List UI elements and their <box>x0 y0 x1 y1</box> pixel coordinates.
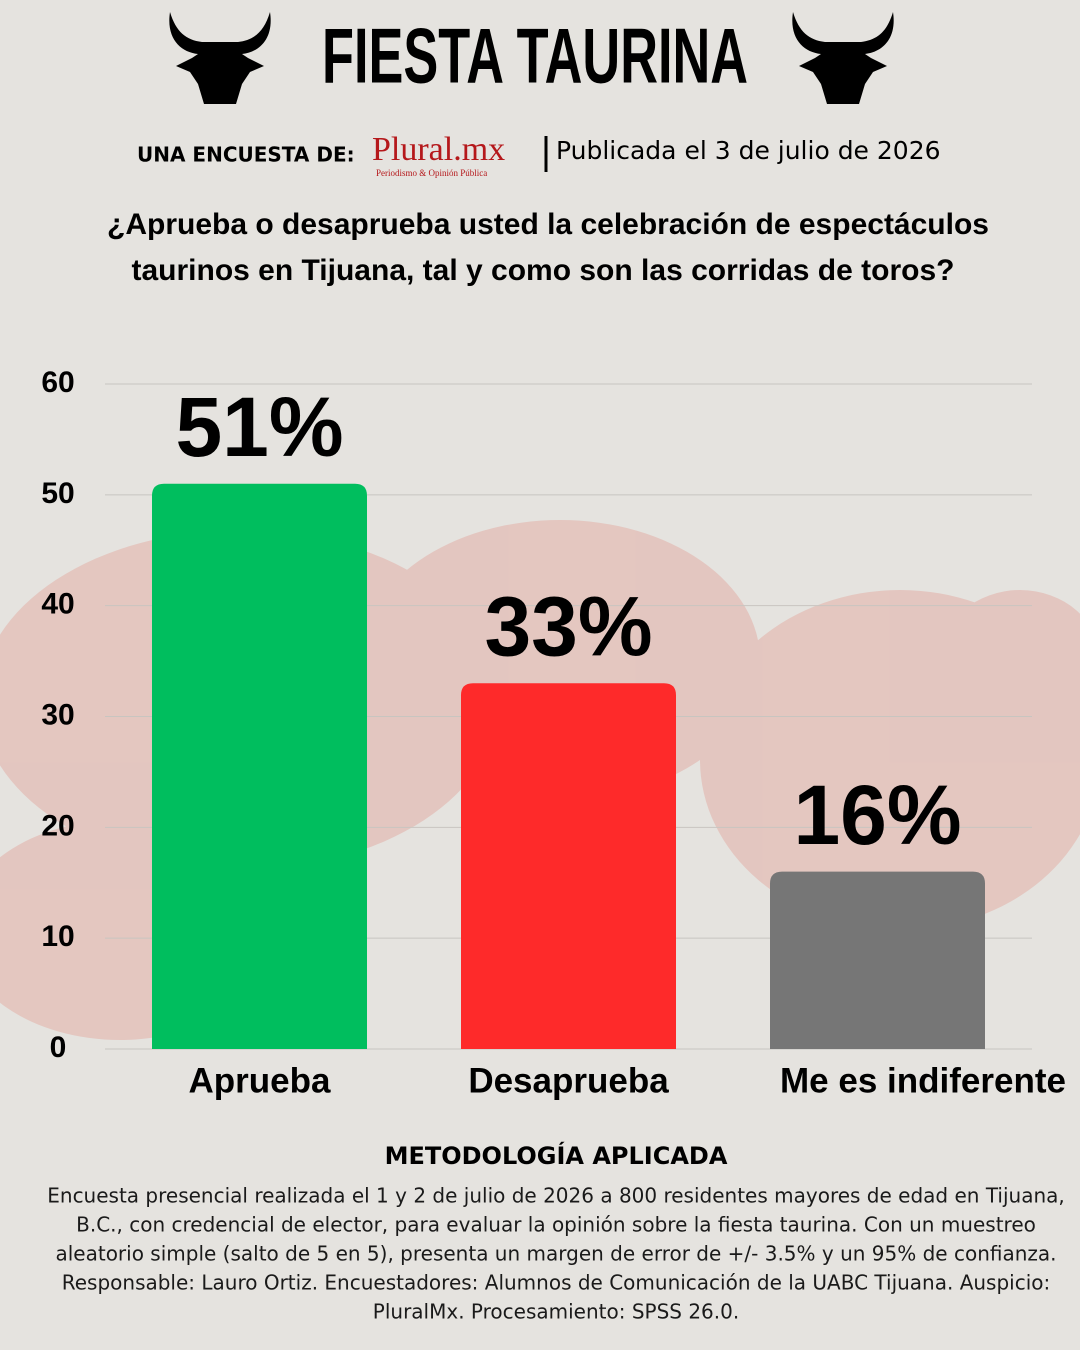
y-tick-label: 60 <box>41 366 74 399</box>
methodology-title: METODOLOGÍA APLICADA <box>385 1141 728 1170</box>
published: Publicada el 3 de julio de 2026 <box>556 136 941 165</box>
y-tick-label: 50 <box>41 477 74 510</box>
survey-by: UNA ENCUESTA DE: <box>137 143 355 167</box>
y-tick-label: 40 <box>41 588 74 621</box>
value-label: 33% <box>484 579 652 673</box>
y-tick-label: 0 <box>50 1031 67 1064</box>
question-line: ¿Aprueba o desaprueba usted la celebraci… <box>107 208 989 241</box>
y-tick-label: 20 <box>41 809 74 842</box>
methodology-line: Responsable: Lauro Ortiz. Encuestadores:… <box>62 1271 1051 1295</box>
x-tick-label: Desaprueba <box>468 1061 669 1100</box>
question-line: taurinos en Tijuana, tal y como son las … <box>132 254 955 287</box>
value-label: 51% <box>175 380 343 474</box>
value-label: 16% <box>793 768 961 862</box>
methodology-text: Encuesta presencial realizada el 1 y 2 d… <box>47 1184 1065 1324</box>
title: FIESTA TAURINA <box>322 12 748 100</box>
bull-icon <box>169 12 271 104</box>
methodology-line: Encuesta presencial realizada el 1 y 2 d… <box>47 1184 1065 1208</box>
bull-icon <box>792 12 894 104</box>
y-tick-label: 30 <box>41 698 74 731</box>
bar <box>461 683 676 1049</box>
methodology-line: B.C., con credencial de elector, para ev… <box>76 1213 1036 1237</box>
methodology-line: aleatorio simple (salto de 5 en 5), pres… <box>55 1242 1056 1266</box>
x-tick-label: Aprueba <box>189 1061 332 1100</box>
methodology-line: PluralMx. Procesamiento: SPSS 26.0. <box>373 1300 739 1324</box>
y-tick-label: 10 <box>41 920 74 953</box>
bar <box>152 483 367 1049</box>
bar <box>770 871 985 1049</box>
brand: Plural.mx <box>372 131 505 168</box>
brand-tagline: Periodismo & Opinión Pública <box>376 168 487 178</box>
x-tick-label: Me es indiferente <box>780 1061 1066 1100</box>
